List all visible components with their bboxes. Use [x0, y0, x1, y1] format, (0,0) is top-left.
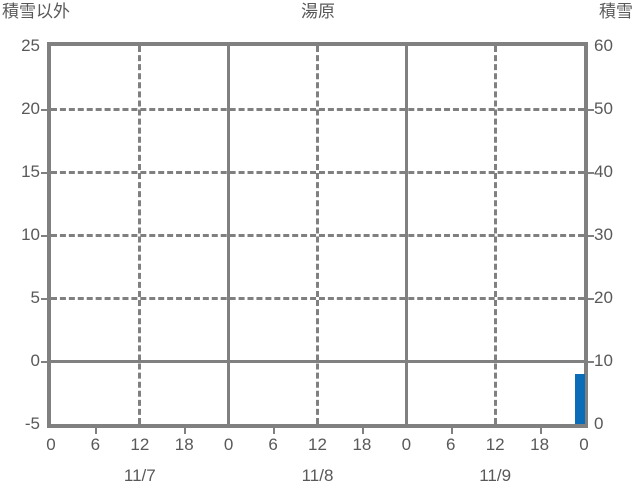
y-axis-left-tick-label: -5: [24, 414, 40, 433]
y-axis-right-tickmark: [588, 172, 594, 174]
y-axis-right-tickmark: [588, 235, 594, 237]
x-axis-tickmark: [361, 428, 364, 434]
y-axis-right-tickmark: [588, 361, 594, 363]
x-axis-tick-label: 18: [174, 435, 194, 454]
gridline-vertical: [493, 46, 497, 424]
y-axis-left-tickmark: [41, 298, 47, 300]
x-axis-tick-label: 0: [46, 435, 56, 454]
y-axis-left-tickmark: [41, 235, 47, 237]
y-axis-right-tick-label: 40: [594, 162, 613, 181]
y-axis-left-tick-label: 25: [21, 36, 40, 55]
y-axis-right-tick-label: 20: [594, 288, 613, 307]
x-axis-day-label: 11/8: [301, 466, 334, 485]
right-axis-title: 積雪: [599, 2, 633, 21]
x-axis-tickmark: [539, 428, 542, 434]
gridline-vertical: [138, 46, 142, 424]
y-axis-left-tick-label: 20: [21, 99, 40, 118]
y-axis-left-tick-label: 15: [21, 162, 40, 181]
chart-title: 湯原: [301, 2, 335, 21]
plot-area: [47, 42, 588, 428]
x-axis-day-label: 11/7: [123, 466, 156, 485]
left-axis-title: 積雪以外: [2, 2, 70, 21]
y-axis-right-tick-label: 0: [594, 414, 604, 433]
y-axis-left-tick-label: 5: [30, 288, 40, 307]
x-axis-tick-label: 18: [530, 435, 550, 454]
y-axis-left-tickmark: [41, 109, 47, 111]
x-axis-tick-label: 0: [223, 435, 234, 454]
y-axis-right-tick-label: 50: [594, 99, 613, 118]
y-axis-left-tickmark: [41, 172, 47, 174]
x-axis-tick-label: 18: [352, 435, 372, 454]
plot-inner: [51, 46, 586, 424]
x-axis-tickmark: [450, 428, 453, 434]
y-axis-right-tick-label: 10: [594, 351, 613, 370]
y-axis-left-tick-label: 0: [30, 351, 40, 370]
x-axis-tickmark: [184, 428, 187, 434]
gridline-vertical: [316, 46, 319, 424]
x-axis-tick-label: 6: [268, 435, 278, 454]
y-axis-right-tick-label: 60: [594, 36, 613, 55]
y-axis-left-tickmark: [41, 361, 47, 363]
x-axis-tick-label: 0: [579, 435, 589, 454]
x-axis-tick-label: 6: [446, 435, 456, 454]
x-axis-tickmark: [273, 428, 276, 434]
y-axis-right-tickmark: [588, 109, 594, 111]
x-axis-tick-label: 0: [401, 435, 412, 454]
x-axis-tick-label: 12: [308, 435, 327, 454]
data-bar: [575, 373, 586, 424]
y-axis-right-tick-label: 30: [594, 225, 613, 244]
x-axis-tick-label: 12: [130, 435, 150, 454]
x-axis-tick-label: 12: [485, 435, 505, 454]
gridline-vertical: [227, 46, 231, 424]
gridline-vertical: [404, 46, 408, 424]
y-axis-right-tickmark: [588, 298, 594, 300]
x-axis-tickmark: [95, 428, 98, 434]
x-axis-tick-label: 6: [90, 435, 101, 454]
x-axis-day-label: 11/9: [479, 466, 512, 485]
y-axis-left-tick-label: 10: [21, 225, 40, 244]
